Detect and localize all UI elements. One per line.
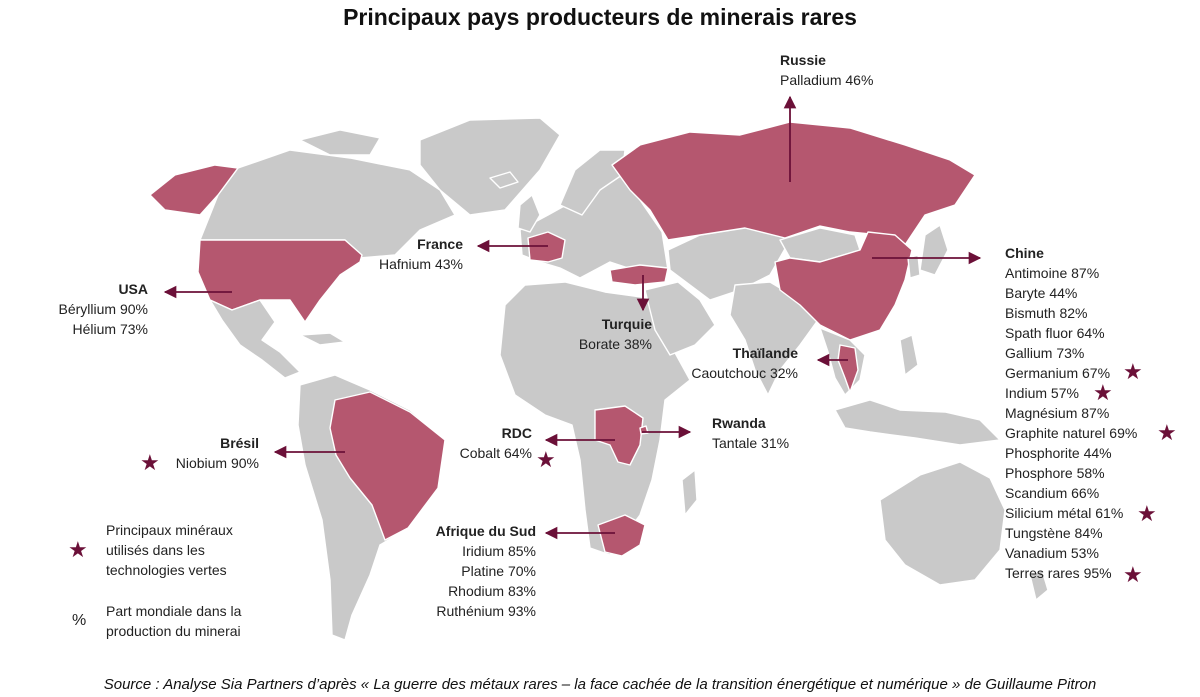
- legend-percent-text: Part mondiale dans la production du mine…: [106, 601, 241, 641]
- mineral-line: Phosphore 58%: [1005, 465, 1105, 481]
- land-france: [527, 231, 566, 263]
- label-france: France Hafnium 43%: [379, 234, 463, 274]
- mineral-line: Hafnium 43%: [378, 256, 463, 272]
- star-icon: ★: [536, 447, 556, 472]
- mineral-line: Terres rares 95%: [1005, 565, 1112, 581]
- mineral-line: Iridium 85%: [462, 543, 536, 559]
- mineral-line: Baryte 44%: [1005, 285, 1078, 301]
- land-arabia: [644, 281, 716, 356]
- land-philippines: [899, 334, 919, 376]
- legend-star-text: Principaux minéraux utilisés dans les te…: [106, 520, 233, 580]
- mineral-line: Indium 57%: [1005, 385, 1079, 401]
- mineral-line: Platine 70%: [461, 563, 536, 579]
- mineral-line: Hélium 73%: [72, 321, 148, 337]
- mineral-line: Tungstène 84%: [1005, 525, 1103, 541]
- label-usa: USA Béryllium 90% Hélium 73%: [59, 279, 148, 339]
- country-name: Thaïlande: [732, 345, 798, 361]
- land-mexico: [209, 299, 301, 379]
- mineral-line: Bismuth 82%: [1005, 305, 1088, 321]
- legend-line: production du minerai: [106, 623, 241, 639]
- mineral-line: Palladium 46%: [780, 72, 874, 88]
- country-name: USA: [118, 281, 148, 297]
- land-arctic-islands: [299, 129, 381, 156]
- mineral-line: Niobium 90%: [175, 455, 259, 471]
- land-indonesia: [834, 399, 1001, 446]
- country-name: Brésil: [220, 435, 259, 451]
- country-name: Chine: [1005, 245, 1044, 261]
- star-icon: ★: [1137, 501, 1157, 526]
- legend-line: Part mondiale dans la: [106, 603, 242, 619]
- legend-percent-symbol: %: [72, 612, 87, 629]
- land-brazil: [329, 391, 446, 541]
- land-south-africa: [597, 514, 646, 557]
- mineral-line: Rhodium 83%: [448, 583, 536, 599]
- label-russie: Russie Palladium 46%: [780, 50, 873, 90]
- mineral-line: Spath fluor 64%: [1005, 325, 1105, 341]
- mineral-line: Vanadium 53%: [1005, 545, 1099, 561]
- source-note: Source : Analyse Sia Partners d’après « …: [103, 676, 1097, 693]
- label-rdc: RDC Cobalt 64%: [460, 423, 532, 463]
- mineral-line: Caoutchouc 32%: [691, 365, 798, 381]
- land-australia: [879, 461, 1006, 586]
- land-alaska: [149, 164, 239, 216]
- land-greenland: [419, 117, 561, 216]
- label-turquie: Turquie Borate 38%: [579, 314, 652, 354]
- label-bresil: Brésil Niobium 90%: [176, 433, 259, 473]
- land-new-zealand: [1029, 569, 1049, 601]
- mineral-line: Béryllium 90%: [58, 301, 148, 317]
- map-title: Principaux pays producteurs de minerais …: [343, 4, 857, 30]
- mineral-line: Germanium 67%: [1005, 365, 1111, 381]
- country-name: Afrique du Sud: [435, 523, 536, 539]
- mineral-line: Silicium métal 61%: [1005, 505, 1124, 521]
- mineral-line: Phosphorite 44%: [1005, 445, 1112, 461]
- legend-line: utilisés dans les: [106, 542, 205, 558]
- mineral-line: Scandium 66%: [1005, 485, 1100, 501]
- mineral-line: Tantale 31%: [712, 435, 790, 451]
- land-russia: [611, 121, 976, 246]
- label-afrique-du-sud: Afrique du Sud Iridium 85% Platine 70% R…: [436, 521, 536, 621]
- land-turkey: [609, 264, 669, 286]
- country-name: RDC: [501, 425, 532, 441]
- mineral-line: Ruthénium 93%: [436, 603, 536, 619]
- legend-line: technologies vertes: [106, 562, 227, 578]
- label-rwanda: Rwanda Tantale 31%: [712, 413, 789, 453]
- star-icon: ★: [140, 450, 160, 475]
- country-name: Rwanda: [712, 415, 766, 431]
- land-drc: [594, 405, 644, 466]
- mineral-line: Graphite naturel 69%: [1005, 425, 1138, 441]
- land-caribbean: [299, 332, 346, 346]
- mineral-line: Borate 38%: [578, 336, 652, 352]
- land-iceland: [489, 171, 519, 189]
- land-uk: [517, 194, 541, 233]
- country-name: Turquie: [601, 316, 652, 332]
- mineral-line: Antimoine 87%: [1005, 265, 1100, 281]
- country-name: France: [417, 236, 463, 252]
- star-icon: ★: [1093, 380, 1113, 405]
- star-icon: ★: [1123, 359, 1143, 384]
- country-name: Russie: [780, 52, 826, 68]
- star-icon: ★: [1157, 420, 1177, 445]
- land-china: [774, 231, 913, 341]
- mineral-line: Cobalt 64%: [459, 445, 532, 461]
- mineral-line: Magnésium 87%: [1005, 405, 1110, 421]
- land-japan: [919, 224, 949, 276]
- label-thailande: Thaïlande Caoutchouc 32%: [691, 343, 798, 383]
- mineral-line: Gallium 73%: [1005, 345, 1085, 361]
- label-chine: Chine Antimoine 87% Baryte 44% Bismuth 8…: [1005, 243, 1137, 583]
- star-icon: ★: [1123, 562, 1143, 587]
- land-madagascar: [681, 469, 698, 516]
- star-icon: ★: [68, 537, 88, 562]
- land-korea: [907, 254, 921, 279]
- legend-line: Principaux minéraux: [106, 522, 233, 538]
